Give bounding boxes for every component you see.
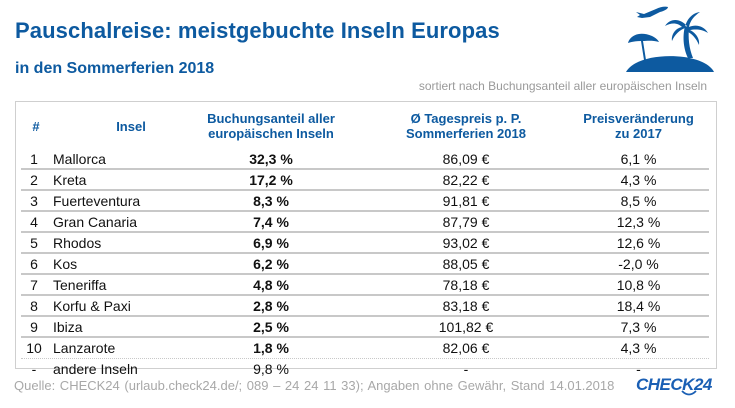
change-cell: - [636, 361, 641, 377]
table-row: 1 Mallorca 32,3 % 86,09 € 6,1 % [21, 149, 709, 170]
change-cell: 12,6 % [616, 235, 661, 251]
share-cell: 7,4 % [253, 214, 289, 230]
umbrella-icon [628, 33, 659, 60]
change-cell: 4,3 % [620, 340, 657, 356]
col-header-rank: # [32, 119, 40, 134]
col-header-change-line2: zu 2017 [615, 126, 662, 141]
palm-trunk-icon [683, 26, 693, 58]
change-cell: 18,4 % [616, 298, 661, 314]
col-header-share: Buchungsanteil aller europäischen Inseln [181, 111, 361, 141]
change-cell: 12,3 % [616, 214, 661, 230]
col-header-price-line2: Sommerferien 2018 [406, 126, 526, 141]
price-cell: 88,05 € [442, 256, 490, 272]
island-cell: Korfu & Paxi [53, 298, 131, 314]
price-cell: 86,09 € [442, 151, 490, 167]
table-row-other: - andere Inseln 9,8 % - - [21, 359, 709, 378]
table-row: 2 Kreta 17,2 % 82,22 € 4,3 % [21, 170, 709, 191]
source-footnote: Quelle: CHECK24 (urlaub.check24.de/; 089… [14, 378, 615, 393]
col-header-change: Preisveränderung zu 2017 [561, 111, 716, 141]
share-cell: 8,3 % [253, 193, 289, 209]
island-cell: Gran Canaria [53, 214, 138, 230]
col-header-island: Insel [116, 119, 146, 134]
col-header-change-line1: Preisveränderung [583, 111, 694, 126]
price-cell: 78,18 € [442, 277, 490, 293]
change-cell: 6,1 % [620, 151, 657, 167]
sort-note: sortiert nach Buchungsanteil aller europ… [418, 79, 707, 93]
change-cell: 8,5 % [620, 193, 657, 209]
island-cell: Ibiza [53, 319, 83, 335]
change-cell: -2,0 % [618, 256, 659, 272]
price-cell: 87,79 € [442, 214, 490, 230]
share-cell: 6,9 % [253, 235, 289, 251]
island-cell: Lanzarote [53, 340, 116, 356]
island-cell: Kos [53, 256, 78, 272]
rank-cell: 9 [30, 319, 38, 335]
share-cell: 32,3 % [249, 151, 293, 167]
rank-cell: - [31, 361, 37, 377]
share-cell: 9,8 % [253, 361, 289, 377]
rank-cell: 2 [30, 172, 38, 188]
col-header-share-line1: Buchungsanteil aller [207, 111, 335, 126]
price-cell: 91,81 € [442, 193, 490, 209]
island-cell: Teneriffa [53, 277, 107, 293]
island-icon [626, 56, 714, 72]
table-row: 8 Korfu & Paxi 2,8 % 83,18 € 18,4 % [21, 296, 709, 317]
share-cell: 4,8 % [253, 277, 289, 293]
logo-text: CHECK24 [636, 375, 712, 394]
table-row: 9 Ibiza 2,5 % 101,82 € 7,3 % [21, 317, 709, 338]
check24-logo: CHECK24 [636, 375, 712, 396]
island-cell: andere Inseln [53, 361, 138, 377]
price-cell: 101,82 € [438, 319, 494, 335]
share-cell: 1,8 % [253, 340, 289, 356]
rank-cell: 10 [26, 340, 42, 356]
rank-cell: 5 [30, 235, 38, 251]
islands-table: # Insel Buchungsanteil aller europäische… [15, 101, 717, 377]
table-row: 10 Lanzarote 1,8 % 82,06 € 4,3 % [21, 338, 709, 359]
rank-cell: 6 [30, 256, 38, 272]
table-row: 4 Gran Canaria 7,4 % 87,79 € 12,3 % [21, 212, 709, 233]
page-subtitle: in den Sommerferien 2018 [15, 60, 215, 77]
palm-leaves-icon [665, 12, 708, 45]
price-cell: 82,06 € [442, 340, 490, 356]
rank-cell: 8 [30, 298, 38, 314]
col-header-price: Ø Tagespreis p. P. Sommerferien 2018 [376, 111, 556, 141]
table-row: 3 Fuerteventura 8,3 % 91,81 € 8,5 % [21, 191, 709, 212]
price-cell: 83,18 € [442, 298, 490, 314]
price-cell: 82,22 € [442, 172, 490, 188]
rank-cell: 1 [30, 151, 38, 167]
share-cell: 2,8 % [253, 298, 289, 314]
change-cell: 4,3 % [620, 172, 657, 188]
price-cell: 93,02 € [442, 235, 490, 251]
rank-cell: 4 [30, 214, 38, 230]
share-cell: 2,5 % [253, 319, 289, 335]
table-row: 5 Rhodos 6,9 % 93,02 € 12,6 % [21, 233, 709, 254]
col-header-price-line1: Ø Tagespreis p. P. [410, 111, 522, 126]
table-row: 6 Kos 6,2 % 88,05 € -2,0 % [21, 254, 709, 275]
island-cell: Mallorca [53, 151, 106, 167]
island-palm-plane-icon [626, 6, 714, 72]
change-cell: 7,3 % [620, 319, 657, 335]
table-row: 7 Teneriffa 4,8 % 78,18 € 10,8 % [21, 275, 709, 296]
share-cell: 6,2 % [253, 256, 289, 272]
logo-smile-icon [681, 390, 697, 396]
page-title: Pauschalreise: meistgebuchte Inseln Euro… [15, 18, 500, 43]
rank-cell: 3 [30, 193, 38, 209]
col-header-share-line2: europäischen Inseln [208, 126, 334, 141]
change-cell: 10,8 % [616, 277, 661, 293]
airplane-icon [636, 6, 668, 19]
island-cell: Kreta [53, 172, 87, 188]
island-cell: Rhodos [53, 235, 102, 251]
rank-cell: 7 [30, 277, 38, 293]
table-body: 1 Mallorca 32,3 % 86,09 € 6,1 % 2 Kreta … [21, 149, 709, 378]
share-cell: 17,2 % [249, 172, 293, 188]
price-cell: - [463, 361, 469, 377]
island-cell: Fuerteventura [53, 193, 141, 209]
